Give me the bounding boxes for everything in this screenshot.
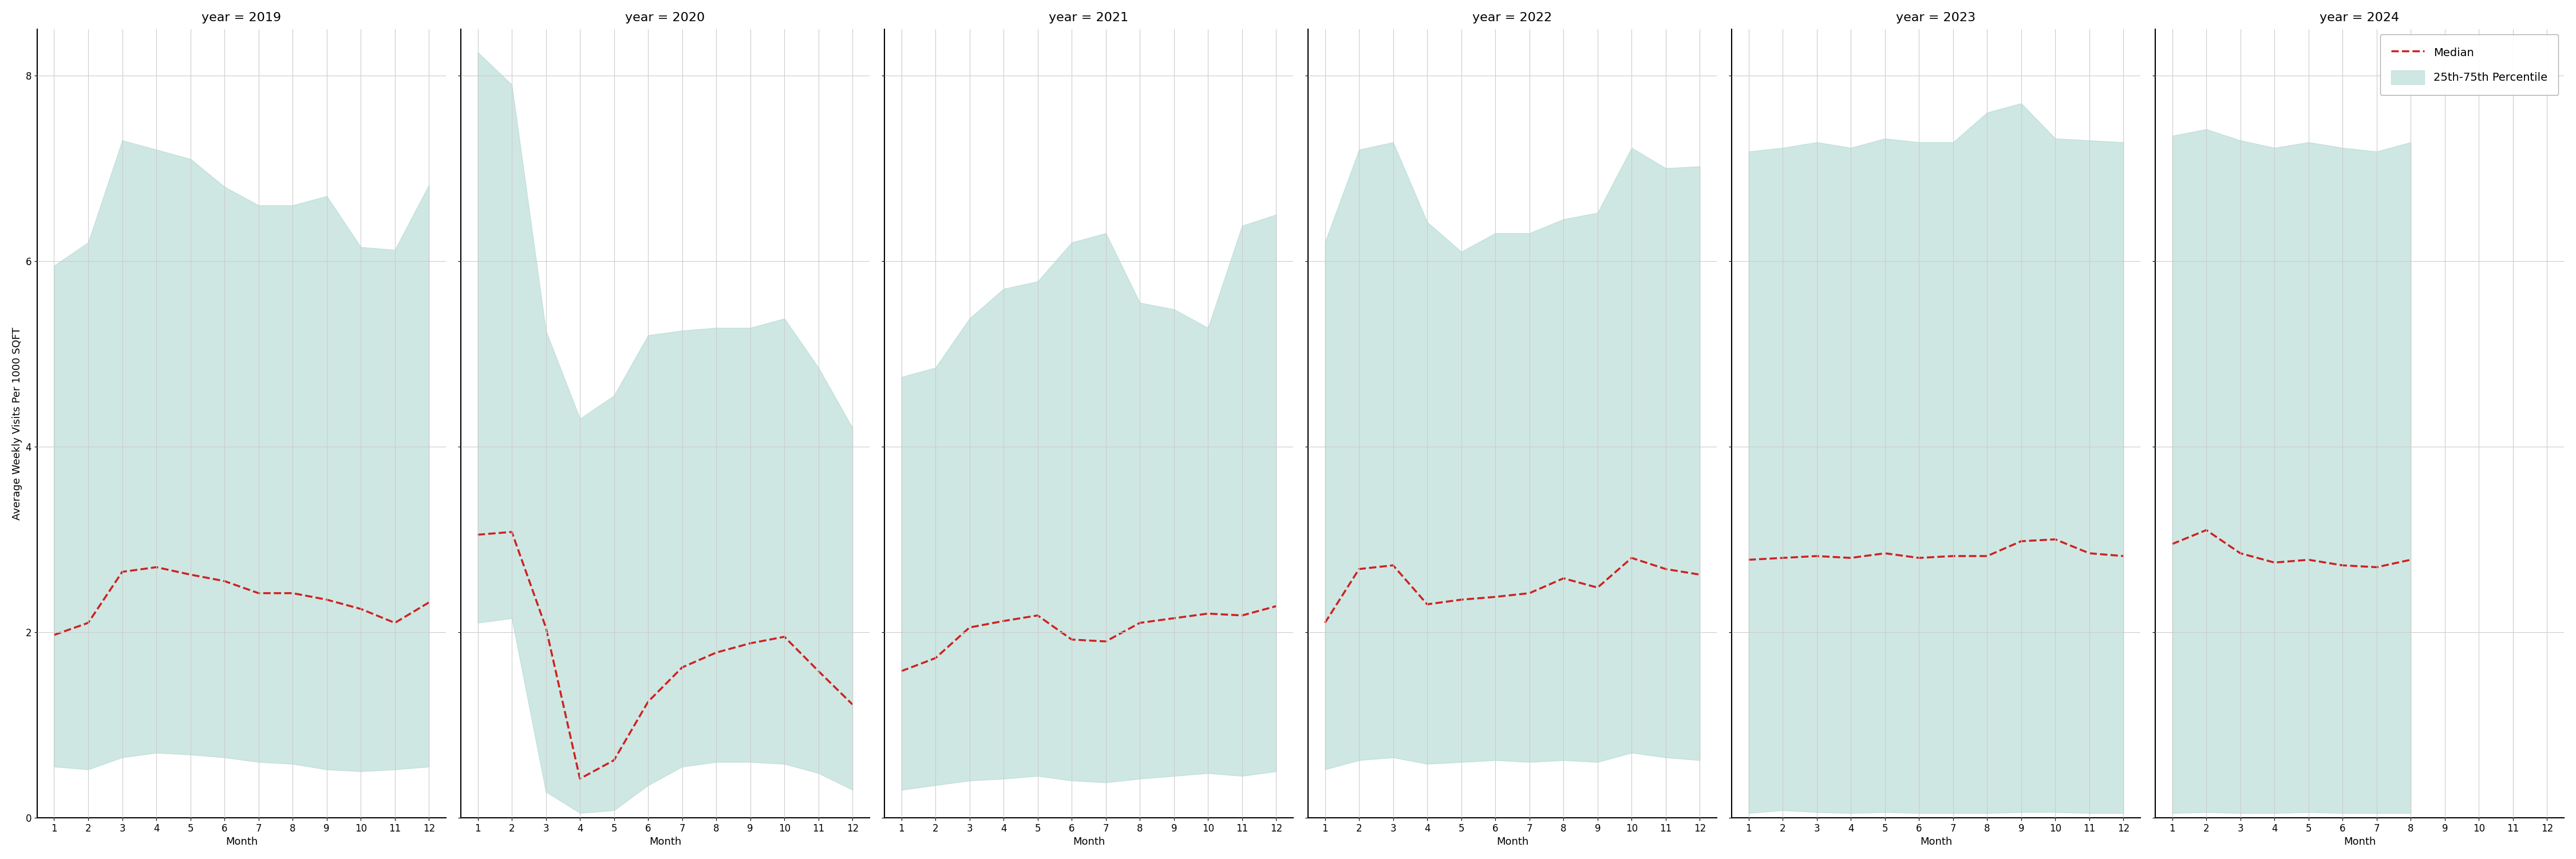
Title: year = 2021: year = 2021 bbox=[1048, 12, 1128, 23]
Y-axis label: Average Weekly Visits Per 1000 SQFT: Average Weekly Visits Per 1000 SQFT bbox=[13, 327, 23, 520]
Title: year = 2022: year = 2022 bbox=[1473, 12, 1553, 23]
Legend: Median, 25th-75th Percentile: Median, 25th-75th Percentile bbox=[2380, 34, 2558, 95]
X-axis label: Month: Month bbox=[227, 837, 258, 847]
X-axis label: Month: Month bbox=[649, 837, 680, 847]
X-axis label: Month: Month bbox=[1497, 837, 1528, 847]
Title: year = 2023: year = 2023 bbox=[1896, 12, 1976, 23]
Title: year = 2019: year = 2019 bbox=[201, 12, 281, 23]
X-axis label: Month: Month bbox=[1072, 837, 1105, 847]
X-axis label: Month: Month bbox=[2344, 837, 2375, 847]
X-axis label: Month: Month bbox=[1919, 837, 1953, 847]
Title: year = 2020: year = 2020 bbox=[626, 12, 706, 23]
Title: year = 2024: year = 2024 bbox=[2321, 12, 2398, 23]
